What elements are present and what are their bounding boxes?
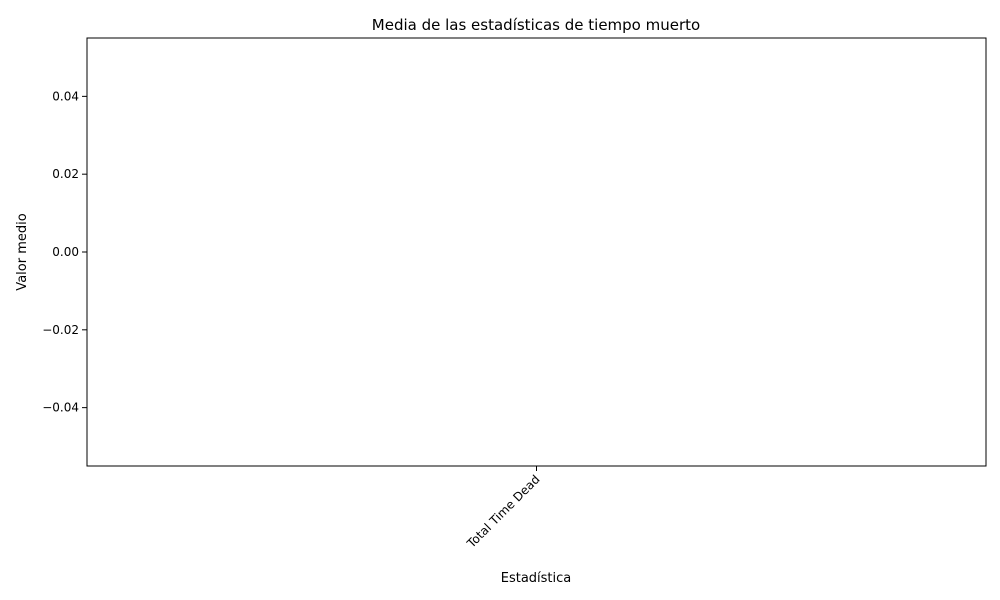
x-axis-label: Estadística xyxy=(501,571,572,586)
y-tick-label: 0.00 xyxy=(52,245,79,259)
y-tick-label: 0.02 xyxy=(52,167,79,181)
y-axis-ticks: 0.04 0.02 0.00 −0.02 −0.04 xyxy=(42,89,87,415)
chart-title: Media de las estadísticas de tiempo muer… xyxy=(372,16,700,34)
x-axis-ticks: Total Time Dead xyxy=(464,466,543,551)
y-tick-label: 0.04 xyxy=(52,89,79,103)
y-tick-label: −0.04 xyxy=(42,401,79,415)
y-tick-label: −0.02 xyxy=(42,323,79,337)
plot-frame xyxy=(86,37,987,467)
x-tick-label: Total Time Dead xyxy=(464,472,543,551)
y-axis-label: Valor medio xyxy=(15,213,30,290)
